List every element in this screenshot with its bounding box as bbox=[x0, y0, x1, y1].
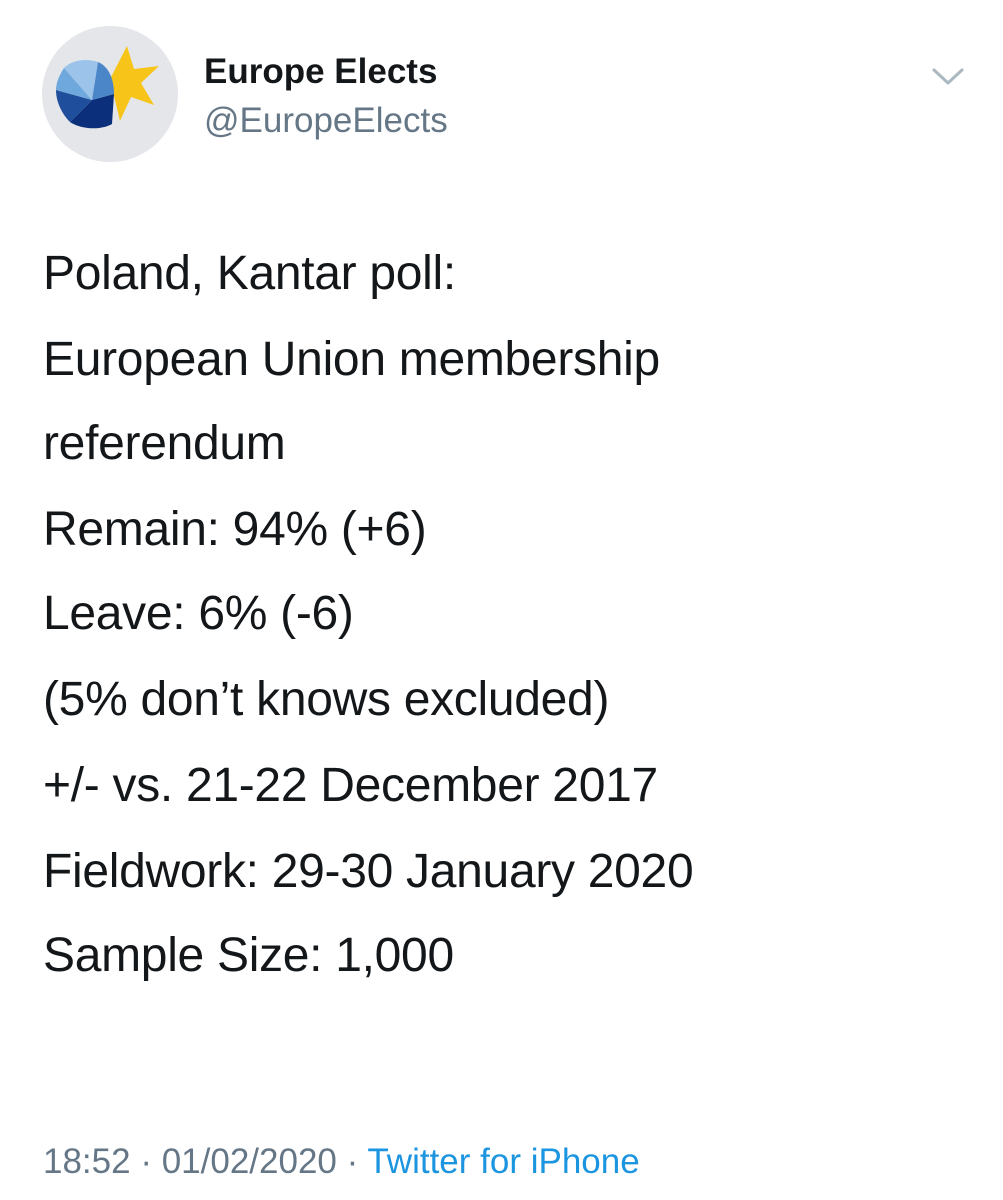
europe-elects-logo-icon bbox=[42, 26, 178, 162]
meta-separator: · bbox=[336, 1142, 368, 1181]
author-handle[interactable]: @EuropeElects bbox=[204, 101, 448, 140]
tweet-time: 18:52 bbox=[43, 1142, 131, 1181]
chevron-down-icon[interactable] bbox=[926, 58, 970, 92]
tweet-date: 01/02/2020 bbox=[161, 1142, 337, 1181]
tweet-line-topic: European Union membership referendum bbox=[43, 333, 660, 470]
tweet-source-link[interactable]: Twitter for iPhone bbox=[367, 1142, 640, 1181]
tweet-text: Poland, Kantar poll: European Union memb… bbox=[43, 232, 963, 998]
tweet-line-results: Remain: 94% (+6) Leave: 6% (-6) bbox=[43, 503, 427, 640]
tweet-line-fieldwork: Fieldwork: 29-30 January 2020 Sample Siz… bbox=[43, 845, 694, 982]
tweet-line-title: Poland, Kantar poll: bbox=[43, 247, 456, 300]
meta-separator: · bbox=[130, 1142, 162, 1181]
tweet-meta: 18:52 · 01/02/2020 · Twitter for iPhone bbox=[43, 1138, 640, 1186]
tweet-line-exclusion: (5% don’t knows excluded) bbox=[43, 673, 610, 726]
tweet-line-comparison: +/- vs. 21-22 December 2017 bbox=[43, 759, 658, 812]
author-name[interactable]: Europe Elects bbox=[204, 52, 438, 91]
avatar[interactable] bbox=[42, 26, 178, 162]
